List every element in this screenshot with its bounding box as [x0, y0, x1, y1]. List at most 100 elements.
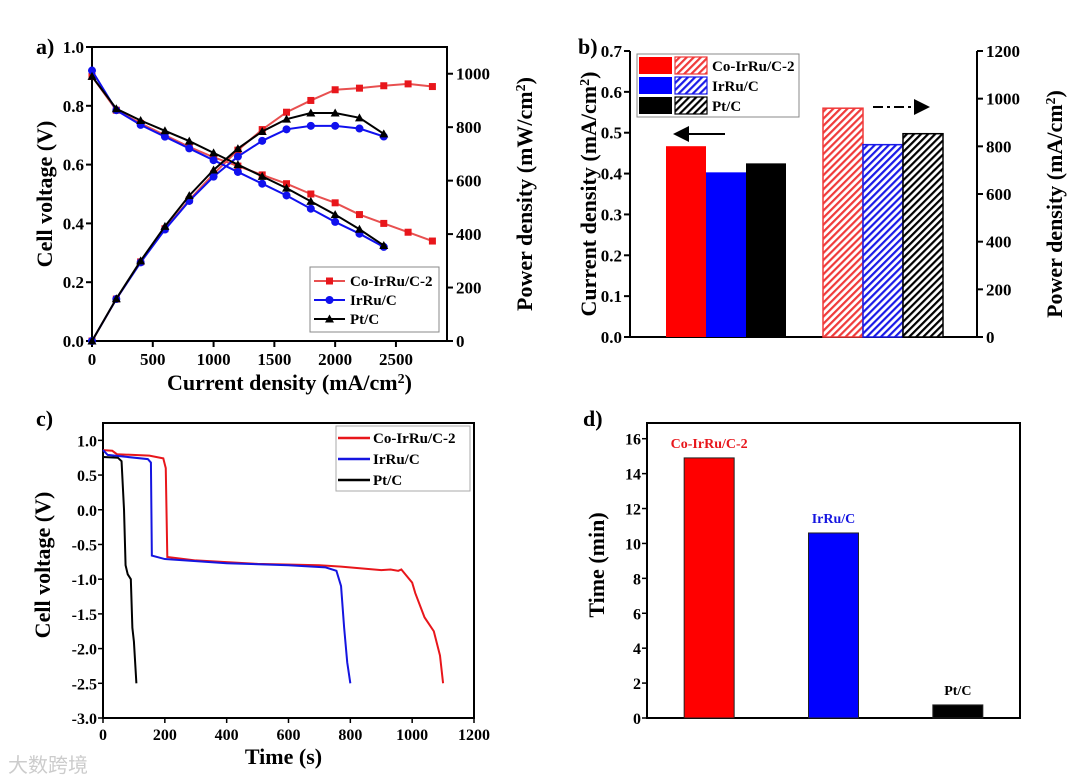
y2-axis-title: Power density (mW/cm2) — [512, 77, 537, 311]
data-point — [404, 80, 412, 88]
y2-tick-label: 0 — [456, 332, 465, 351]
x-tick-label: 1200 — [458, 727, 490, 744]
x-tick-label: 1000 — [197, 350, 231, 369]
data-point — [306, 196, 316, 205]
data-point — [326, 277, 333, 285]
bar-power-density-Pt/C — [902, 132, 944, 338]
legend-swatch-solid — [639, 97, 672, 114]
data-point — [209, 148, 219, 157]
y2-tick-label: 600 — [456, 172, 482, 191]
bar-current-density-IrRu/C — [706, 172, 746, 337]
data-point — [184, 191, 194, 200]
y-tick-label: 0.0 — [77, 503, 97, 520]
legend: Co-IrRu/C-2 IrRu/C Pt/C — [636, 53, 800, 118]
data-point — [136, 256, 146, 265]
y-tick-label: 0.5 — [601, 124, 622, 143]
data-point — [354, 113, 364, 122]
x-axis-title: Time (s) — [245, 744, 322, 769]
x-tick-label: 1000 — [396, 727, 428, 744]
bar-label: Co-IrRu/C-2 — [671, 437, 748, 452]
data-point — [404, 228, 412, 236]
y-tick-label: 0.1 — [601, 287, 622, 306]
data-point — [111, 294, 121, 303]
legend-label: IrRu/C — [373, 452, 420, 468]
watermark: 大数跨境 — [8, 753, 88, 777]
data-point — [380, 82, 388, 90]
data-point — [331, 199, 339, 207]
data-point — [307, 96, 315, 104]
series-line-Pt/C — [102, 456, 138, 684]
panel-label-c: c) — [36, 406, 53, 431]
data-point — [355, 84, 363, 92]
y-tick-label: 12 — [625, 502, 641, 519]
panel-label-a: a) — [36, 34, 54, 59]
y-tick-label: 8 — [633, 571, 641, 588]
legend-swatch-hatched — [674, 76, 708, 95]
y-tick-label: -2.5 — [72, 676, 97, 693]
x-tick-label: 0 — [88, 350, 97, 369]
y2-tick-label: 0 — [986, 328, 995, 347]
data-point — [355, 211, 363, 219]
y-tick-label: 4 — [633, 641, 641, 658]
data-point — [87, 336, 97, 345]
data-point — [282, 125, 291, 134]
bar-IrRu/C — [808, 532, 859, 719]
y-tick-label: 0.4 — [601, 165, 623, 184]
legend-label: Pt/C — [350, 312, 379, 328]
data-point — [233, 152, 242, 161]
y2-tick-label: 200 — [456, 279, 482, 298]
data-point — [282, 114, 292, 123]
data-point — [258, 179, 267, 188]
data-point — [379, 240, 389, 249]
legend-label: Co-IrRu/C-2 — [350, 274, 433, 290]
data-point — [160, 132, 169, 141]
y-tick-label: -2.0 — [72, 642, 97, 659]
x-tick-label: 400 — [215, 727, 239, 744]
y-tick-label: 0 — [633, 711, 641, 728]
panel-c-voltage-time-chart: 0 200 400 600 800 1000 1200 -3.0 -2.5 -2.0 -1.5 -1.… — [30, 422, 490, 769]
y-axis-title: Current density (mA/cm2) — [576, 72, 601, 317]
legend-swatch-hatched — [674, 56, 708, 75]
y-tick-label: -0.5 — [72, 537, 97, 554]
y-tick-label: 0.0 — [601, 328, 622, 347]
data-point — [209, 165, 219, 174]
panel-b-bar-chart: 0.0 0.1 0.2 0.3 0.4 0.5 0.6 0.7 0 200 400 600 800 100… — [576, 42, 1067, 347]
data-point — [306, 108, 316, 117]
x-tick-label: 0 — [99, 727, 107, 744]
legend-label: Pt/C — [712, 99, 741, 115]
y-tick-label: 14 — [625, 467, 641, 484]
data-point — [209, 156, 218, 165]
data-point — [257, 126, 267, 135]
y2-tick-label: 800 — [986, 137, 1012, 156]
y-axis-title: Cell voltage (V) — [32, 121, 57, 268]
y-tick-label: 0.7 — [601, 42, 623, 61]
legend-swatch-hatched — [674, 96, 708, 115]
legend-label: IrRu/C — [350, 293, 397, 309]
y-tick-label: 0.2 — [63, 273, 84, 292]
y-tick-label: 0.4 — [63, 214, 85, 233]
data-point — [307, 190, 315, 198]
y2-tick-label: 1200 — [986, 42, 1020, 61]
y-tick-label: 10 — [625, 536, 641, 553]
bar-current-density-Co-IrRu/C-2 — [666, 146, 706, 337]
data-point — [428, 237, 436, 245]
bar-power-density-Co-IrRu/C-2 — [822, 107, 864, 338]
legend-label: Pt/C — [373, 473, 402, 489]
panel-label-d: d) — [583, 406, 603, 431]
data-point — [379, 129, 389, 138]
data-point — [185, 144, 194, 153]
plot-frame — [91, 46, 448, 342]
data-point — [258, 136, 267, 145]
y-tick-label: 0.3 — [601, 205, 622, 224]
y2-tick-label: 400 — [986, 233, 1012, 252]
x-tick-label: 2500 — [379, 350, 413, 369]
data-point — [136, 116, 146, 124]
data-point — [330, 210, 340, 219]
data-point — [325, 314, 334, 323]
data-point — [111, 104, 121, 113]
y-tick-label: 0.6 — [63, 156, 84, 175]
x-axis-title: Current density (mA/cm2) — [167, 370, 412, 395]
y2-tick-label: 800 — [456, 118, 482, 137]
legend-label: IrRu/C — [712, 79, 759, 95]
y2-tick-label: 600 — [986, 185, 1012, 204]
